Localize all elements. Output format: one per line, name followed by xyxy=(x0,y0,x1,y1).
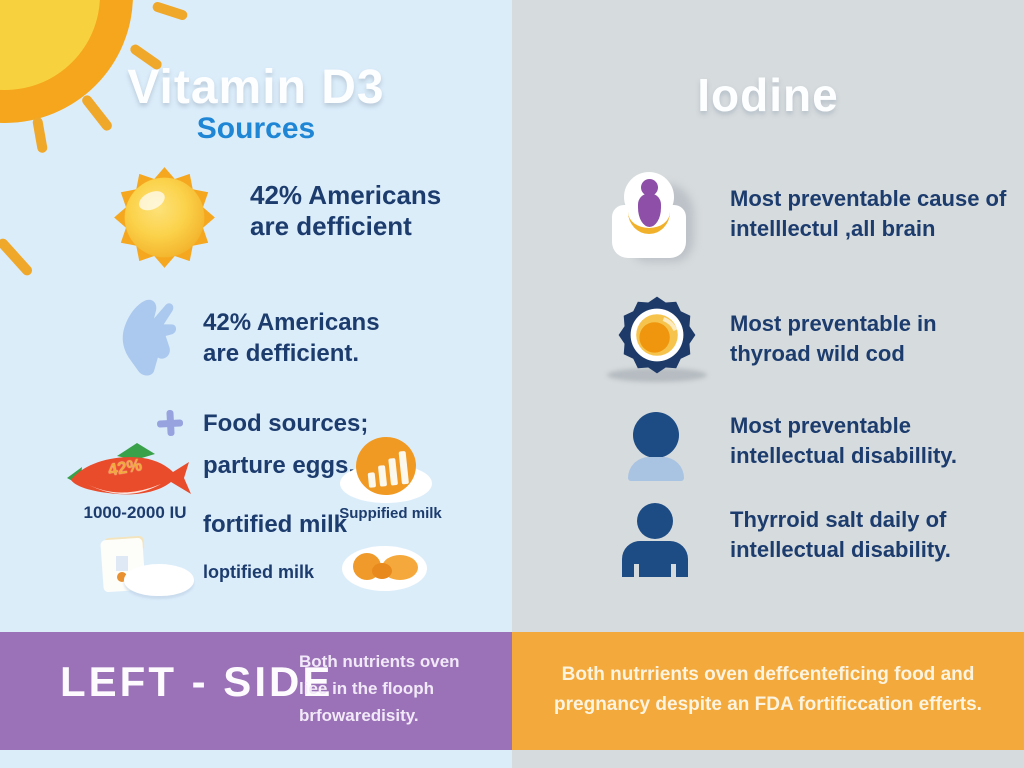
map-blob-icon xyxy=(122,299,177,376)
egg-caption: Suppified milk xyxy=(339,505,442,522)
milk-bowl xyxy=(124,564,194,596)
page-title-iodine: Iodine xyxy=(697,69,839,121)
icon-shadow xyxy=(607,368,707,382)
subtitle-sources: Sources xyxy=(196,112,316,145)
footer-right-note: Both nutrrients oven deffcenteficing foo… xyxy=(554,664,982,715)
torso-notch xyxy=(671,564,676,577)
food-line-milk: fortified milk xyxy=(203,511,348,538)
mother-child-icon xyxy=(612,172,694,262)
thyroid-badge-icon xyxy=(618,296,696,374)
person-icon-light xyxy=(628,412,684,482)
orange-slice xyxy=(372,563,392,579)
milk-caption: loptified milk xyxy=(203,562,315,582)
iodine-fact-4: Thyrroid salt daily of intellectual disa… xyxy=(730,507,951,562)
food-sources-label: Food sources; xyxy=(203,410,369,437)
person-head xyxy=(633,412,679,458)
footer-banner-left: LEFT - SIDE Both nutrients oven liee in … xyxy=(0,632,512,750)
purple-figure-head xyxy=(641,179,658,196)
chart-bar xyxy=(388,457,399,486)
footer-left-title: LEFT - SIDE xyxy=(60,658,334,705)
person-torso xyxy=(622,541,688,577)
stat-deficiency-text-2: 42% Americans are defficient. xyxy=(203,309,380,367)
footer-left-note: Both nutrients oven liee in the flooph b… xyxy=(299,652,460,725)
sun-ray-icon xyxy=(151,0,189,22)
sun-ray-icon xyxy=(0,236,35,278)
sun-icon xyxy=(114,167,215,268)
yellow-arc xyxy=(628,212,670,234)
footer-banner-right: Both nutrrients oven deffcenteficing foo… xyxy=(512,632,1024,750)
torso-notch xyxy=(634,564,639,577)
salmon-fish-icon xyxy=(67,443,191,495)
iodine-fact-1: Most preventable cause of intelllectul ,… xyxy=(730,186,1007,241)
page-title-vitamin-d3: Vitamin D3 xyxy=(127,61,385,114)
person-shoulders xyxy=(628,457,684,481)
plus-icon xyxy=(154,407,186,439)
person-icon-dark xyxy=(622,503,688,577)
carton-logo-dot xyxy=(117,572,127,582)
carton-label xyxy=(116,556,128,571)
milk-carton-icon xyxy=(90,535,195,600)
chart-bar xyxy=(398,450,409,485)
food-plate-icon xyxy=(342,546,427,591)
fried-egg-chart-icon xyxy=(340,434,432,503)
chart-bar xyxy=(377,465,388,487)
iodine-fact-3: Most preventable intellectual disabillit… xyxy=(730,413,957,468)
fish-dose-caption: 1000-2000 IU xyxy=(83,503,187,522)
chart-bar xyxy=(367,472,377,488)
food-line-eggs: parture eggs, xyxy=(203,452,356,479)
person-head xyxy=(637,503,673,539)
stat-deficiency-text: 42% Americans are defficient xyxy=(250,180,442,241)
iodine-fact-2: Most preventable in thyroad wild cod xyxy=(730,311,937,366)
